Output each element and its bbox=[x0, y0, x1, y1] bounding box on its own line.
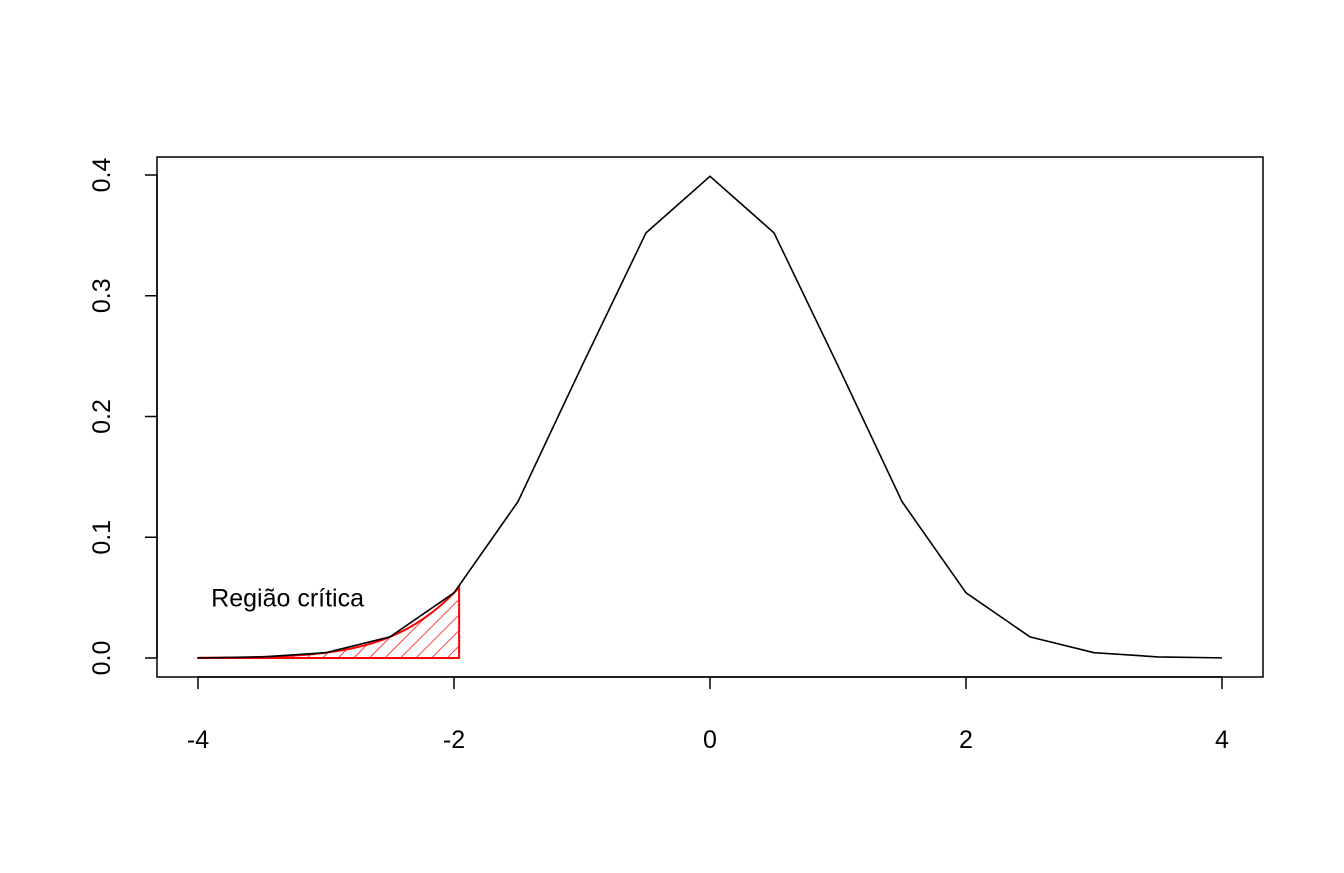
annotations: Região crítica bbox=[211, 585, 364, 613]
y-tick-label: 0.3 bbox=[88, 278, 116, 313]
y-tick-label: 0.0 bbox=[88, 641, 116, 676]
x-tick-label: -2 bbox=[443, 726, 465, 754]
y-tick-label: 0.4 bbox=[88, 158, 116, 193]
x-tick-label: 2 bbox=[959, 726, 973, 754]
x-axis: -4 -2 0 2 4 bbox=[187, 676, 1229, 754]
y-tick-label: 0.1 bbox=[88, 520, 116, 555]
y-axis: 0.0 0.1 0.2 0.3 0.4 bbox=[88, 158, 158, 676]
normal-density-curve bbox=[197, 175, 1223, 659]
x-tick-label: -4 bbox=[187, 726, 209, 754]
x-tick-label: 0 bbox=[703, 726, 717, 754]
y-tick-label: 0.2 bbox=[88, 399, 116, 434]
critical-region-label: Região crítica bbox=[211, 585, 364, 613]
x-tick-label: 4 bbox=[1215, 726, 1229, 754]
